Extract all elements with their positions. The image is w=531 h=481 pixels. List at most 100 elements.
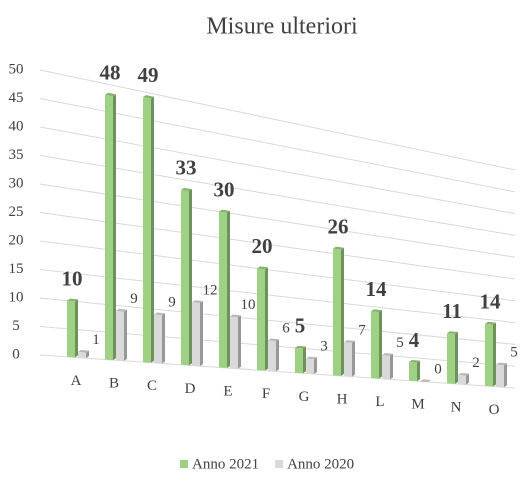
- bar: [154, 314, 162, 364]
- data-label: 14: [480, 290, 502, 314]
- bar-top: [458, 372, 469, 376]
- bar-top: [192, 300, 203, 304]
- grid-line: [39, 269, 516, 324]
- x-tick-label: F: [262, 386, 270, 402]
- y-tick-label: 35: [9, 147, 24, 163]
- bar-top: [409, 359, 420, 363]
- bar: [344, 342, 352, 377]
- y-tick-label: 40: [9, 118, 24, 134]
- y-tick-label: 0: [12, 346, 20, 362]
- bar: [447, 333, 455, 384]
- bar-top: [268, 338, 279, 342]
- data-label: 6: [282, 321, 290, 337]
- data-label: 12: [203, 283, 218, 299]
- bar: [496, 364, 504, 388]
- data-label: 3: [320, 339, 328, 355]
- data-label: 33: [176, 156, 197, 180]
- y-tick-label: 25: [9, 204, 24, 220]
- data-label: 9: [168, 295, 176, 311]
- bar: [409, 361, 417, 382]
- y-tick-label: 50: [9, 61, 24, 77]
- chart-title: Misure ulteriori: [206, 14, 358, 40]
- bar-side: [227, 210, 230, 368]
- grid-line: [39, 240, 516, 302]
- data-label: 5: [510, 345, 518, 361]
- bar-top: [219, 209, 230, 213]
- y-tick-label: 20: [9, 232, 24, 248]
- bar-side: [314, 357, 317, 375]
- bar-side: [379, 310, 382, 379]
- bar: [306, 358, 314, 375]
- bar-side: [341, 247, 344, 376]
- bar-side: [504, 363, 507, 388]
- bar-side: [352, 340, 355, 377]
- bar: [382, 355, 390, 380]
- bar-top: [420, 379, 431, 382]
- bar-side: [189, 189, 192, 366]
- data-label: 48: [100, 61, 121, 85]
- y-tick-label: 30: [9, 175, 24, 191]
- bar-top: [447, 331, 458, 335]
- data-label: 11: [442, 299, 462, 323]
- x-tick-label: M: [411, 397, 424, 413]
- bar-top: [67, 298, 78, 302]
- bar-top: [116, 308, 127, 312]
- x-tick-label: C: [147, 378, 157, 394]
- bar-side: [417, 360, 420, 382]
- bar-top: [295, 345, 306, 349]
- x-tick-label: B: [109, 376, 119, 392]
- bar-side: [151, 96, 154, 363]
- legend-swatch: [275, 460, 284, 468]
- bar: [181, 189, 189, 366]
- grid-line: [39, 183, 516, 258]
- grid-line: [39, 155, 516, 236]
- bar-side: [162, 313, 165, 364]
- bar: [192, 302, 200, 367]
- data-label: 30: [214, 177, 235, 201]
- bar-side: [113, 94, 116, 361]
- x-tick-label: N: [451, 399, 462, 415]
- grid-line: [39, 297, 516, 345]
- data-label: 10: [241, 297, 256, 313]
- grid-line: [39, 98, 516, 193]
- bar: [230, 316, 238, 369]
- bar-top: [496, 362, 507, 366]
- bar: [268, 340, 276, 372]
- bar-side: [200, 301, 203, 367]
- y-tick-label: 45: [9, 90, 24, 106]
- y-tick-label: 15: [9, 261, 24, 277]
- legend-label: Anno 2020: [287, 456, 354, 472]
- data-label: 20: [252, 234, 273, 258]
- bar: [257, 268, 265, 371]
- bar-side: [493, 322, 496, 387]
- y-tick-label: 10: [9, 289, 24, 305]
- y-tick-label: 5: [12, 318, 20, 334]
- grid-line: [39, 354, 516, 389]
- data-label: 5: [396, 335, 404, 351]
- grid-line: [39, 126, 516, 215]
- bar-side: [455, 332, 458, 384]
- bar: [333, 248, 341, 376]
- bar-top: [371, 309, 382, 313]
- grid-line: [39, 69, 516, 171]
- bar-top: [181, 187, 192, 192]
- bar-side: [390, 353, 393, 380]
- bar: [458, 374, 466, 385]
- legend-label: Anno 2021: [192, 456, 259, 472]
- bar: [485, 323, 493, 387]
- x-tick-label: L: [375, 394, 384, 410]
- bar-side: [265, 267, 268, 371]
- bar-top: [382, 353, 393, 356]
- data-label: 0: [434, 361, 442, 377]
- data-label: 9: [130, 291, 138, 307]
- data-label: 49: [138, 63, 159, 87]
- data-label: 7: [358, 322, 366, 338]
- x-tick-label: E: [223, 383, 232, 399]
- data-label: 10: [62, 266, 83, 290]
- bar: [105, 94, 113, 361]
- legend-swatch: [180, 460, 188, 468]
- bar-top: [143, 95, 154, 99]
- data-label: 5: [295, 314, 306, 338]
- bar-side: [124, 309, 127, 361]
